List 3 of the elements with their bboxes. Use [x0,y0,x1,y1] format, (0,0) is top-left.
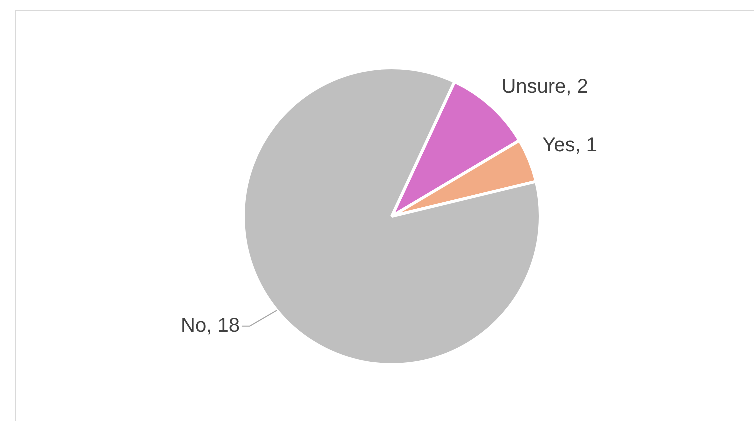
slice-label: No, 18 [181,314,240,337]
slice-label: Yes, 1 [542,134,598,157]
slice-label: Unsure, 2 [502,76,588,98]
